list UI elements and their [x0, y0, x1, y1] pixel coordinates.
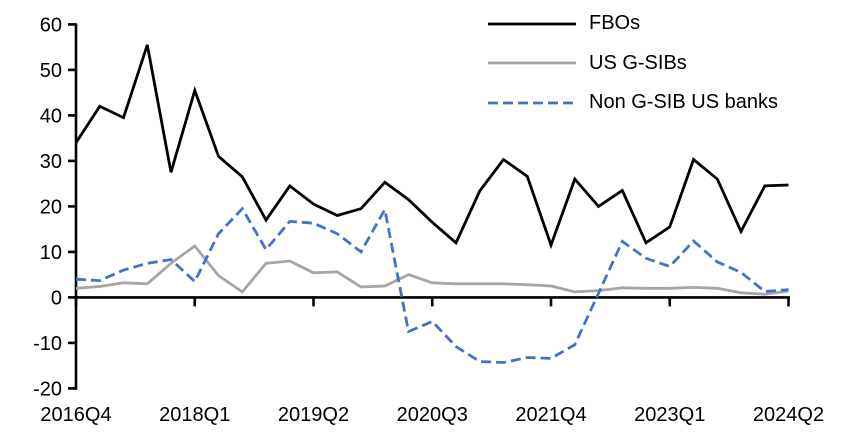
line-non-g-sib-us-banks [75, 205, 789, 364]
legend-label-fbos: FBOs [589, 12, 641, 35]
legend-item-fbos: FBOs [488, 4, 778, 44]
legend-item-non-gsib-us-banks: Non G-SIB US banks [488, 83, 778, 123]
y-tick-label: 20 [40, 196, 62, 218]
x-tick-label: 2023Q1 [634, 404, 705, 426]
x-tick-label: 2018Q1 [159, 404, 230, 426]
us-gsibs-line-swatch [488, 61, 576, 65]
legend: FBOs US G-SIBs Non G-SIB US banks [488, 4, 778, 123]
y-tick-label: 50 [40, 60, 62, 82]
legend-label-us-gsibs: US G-SIBs [589, 51, 687, 74]
x-tick-label: 2020Q3 [397, 404, 468, 426]
line-us-g-sibs [75, 244, 789, 296]
non-gsib-us-banks-line-swatch [488, 101, 576, 105]
x-tick-label: 2019Q2 [278, 404, 349, 426]
y-tick-label: -10 [33, 333, 62, 355]
legend-label-non-gsib-us-banks: Non G-SIB US banks [589, 91, 778, 114]
y-tick-label: 10 [40, 242, 62, 264]
y-tick-label: -20 [33, 378, 62, 400]
y-tick-label: 60 [40, 14, 62, 36]
x-tick-label: 2021Q4 [515, 404, 586, 426]
x-tick-label: 2016Q4 [40, 404, 111, 426]
x-tick-label: 2024Q2 [753, 404, 824, 426]
y-tick-label: 40 [40, 105, 62, 127]
line-fbos [74, 44, 789, 250]
y-tick-label: 30 [40, 151, 62, 173]
legend-item-us-gsibs: US G-SIBs [488, 44, 778, 84]
y-tick-label: 0 [51, 287, 62, 309]
fbos-line-swatch [488, 22, 576, 26]
